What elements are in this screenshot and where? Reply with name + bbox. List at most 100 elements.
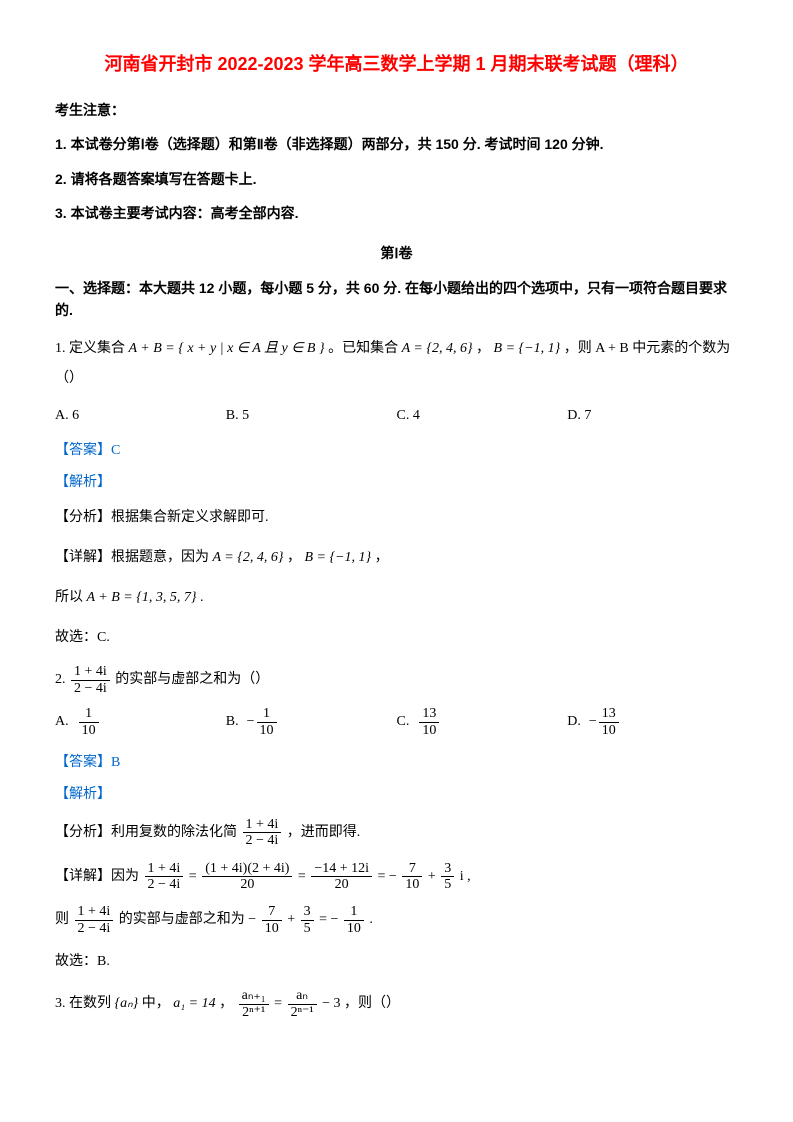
q2-analysis-label: 【解析】 (55, 784, 738, 806)
q2-opta-num: 1 (79, 706, 99, 722)
q2-d-f4: 7 10 (402, 861, 422, 893)
q2-d-n3: −14 + 12i (311, 861, 372, 877)
q3-f1-num: aₙ₊₁ (239, 988, 269, 1004)
q1-so-math: A + B = {1, 3, 5, 7} (87, 590, 197, 605)
q1-mid: 。已知集合 (328, 341, 398, 356)
notice-3: 3. 本试卷主要考试内容：高考全部内容. (55, 202, 738, 224)
q1-options: A. 6 B. 5 C. 4 D. 7 (55, 405, 738, 427)
q3-minus: − 3 (322, 996, 340, 1011)
q1-detail-math2: B = {−1, 1} (304, 550, 371, 565)
q2-eq3: = − (378, 869, 397, 884)
q2-d-n5: 3 (441, 861, 454, 877)
q2-d-f1: 1 + 4i 2 − 4i (145, 861, 184, 893)
q2-d-d1: 2 − 4i (145, 877, 184, 892)
q2-plus: + (428, 869, 436, 884)
q1-analysis-label: 【解析】 (55, 472, 738, 494)
q2-t-d4: 10 (344, 921, 364, 936)
q3-f2-num: aₙ (288, 988, 317, 1004)
q1-detail-suffix: ， (375, 550, 389, 565)
q3-f1: aₙ₊₁ 2ⁿ⁺¹ (239, 988, 269, 1020)
q2-option-c: C. 13 10 (397, 706, 568, 738)
q2-d-f2: (1 + 4i)(2 + 4i) 20 (202, 861, 292, 893)
q2-t-n3: 3 (301, 904, 314, 920)
q2-optd-neg: − (589, 711, 597, 733)
q2-optb-frac: 1 10 (257, 706, 277, 738)
q2-analysis1-frac: 1 + 4i 2 − 4i (243, 817, 282, 849)
q3-sep: ， (219, 996, 233, 1011)
question-2: 2. 1 + 4i 2 − 4i 的实部与虚部之和为（） (55, 664, 738, 696)
q2-eq2: = (298, 869, 306, 884)
q2-optb-den: 10 (257, 723, 277, 738)
q2-then: 则 1 + 4i 2 − 4i 的实部与虚部之和为 − 7 10 + 3 5 =… (55, 904, 738, 936)
q2-d-f5: 3 5 (441, 861, 454, 893)
part1-header: 第Ⅰ卷 (55, 242, 738, 264)
q2-t-d2: 10 (262, 921, 282, 936)
q2-opta-frac: 1 10 (79, 706, 99, 738)
q2-t-d1: 2 − 4i (75, 921, 114, 936)
q2-optc-den: 10 (419, 723, 439, 738)
q1-math3: B = {−1, 1} (494, 341, 561, 356)
q2-conclusion: 故选：B. (55, 948, 738, 976)
q3-eq: = (274, 996, 282, 1011)
q1-detail-math1: A = {2, 4, 6} (213, 550, 284, 565)
q2-optb-num: 1 (257, 706, 277, 722)
q2-then-prefix: 则 (55, 912, 69, 927)
q2-detail: 【详解】因为 1 + 4i 2 − 4i = (1 + 4i)(2 + 4i) … (55, 861, 738, 893)
q1-math2: A = {2, 4, 6} (402, 341, 473, 356)
notice-2: 2. 请将各题答案填写在答题卡上. (55, 168, 738, 190)
q1-conclusion: 故选：C. (55, 624, 738, 652)
q2-d-d3: 20 (311, 877, 372, 892)
q2-d-n1: 1 + 4i (145, 861, 184, 877)
q1-so-suffix: . (200, 590, 204, 605)
q3-math1: {aₙ} (115, 996, 139, 1011)
notice-header: 考生注意： (55, 99, 738, 121)
q2-opta-den: 10 (79, 723, 99, 738)
q2-prefix: 2. (55, 672, 69, 687)
q2-answer: 【答案】B (55, 752, 738, 774)
q2-t-n1: 1 + 4i (75, 904, 114, 920)
q2-d-n4: 7 (402, 861, 422, 877)
q1-option-a: A. 6 (55, 405, 226, 427)
q1-detail-sep: ， (287, 550, 301, 565)
question-3: 3. 在数列 {aₙ} 中， a₁ = 14 ， aₙ₊₁ 2ⁿ⁺¹ = aₙ … (55, 988, 738, 1020)
q3-f2-den: 2ⁿ⁻¹ (288, 1005, 317, 1020)
q2-detail-prefix: 【详解】因为 (55, 869, 139, 884)
q1-answer: 【答案】C (55, 440, 738, 462)
q2-t-plus: + (287, 912, 295, 927)
q1-detail-prefix: 【详解】根据题意，因为 (55, 550, 209, 565)
q3-suffix: ，则（） (344, 996, 400, 1011)
q2-t-n4: 1 (344, 904, 364, 920)
q2-optc-label: C. (397, 711, 410, 733)
q2-d-d4: 10 (402, 877, 422, 892)
q2-options: A. 1 10 B. − 1 10 C. 13 10 D. − 13 10 (55, 706, 738, 738)
q2-frac-den: 2 − 4i (71, 681, 110, 696)
q2-option-d: D. − 13 10 (567, 706, 738, 738)
q1-detail: 【详解】根据题意，因为 A = {2, 4, 6} ， B = {−1, 1} … (55, 544, 738, 572)
q2-d-d2: 20 (202, 877, 292, 892)
q1-option-d: D. 7 (567, 405, 738, 427)
q2-analysis1: 【分析】利用复数的除法化简 1 + 4i 2 − 4i ，进而即得. (55, 817, 738, 849)
q2-optd-frac: 13 10 (599, 706, 619, 738)
q2-frac-num: 1 + 4i (71, 664, 110, 680)
q2-t-f2: 7 10 (262, 904, 282, 936)
q2-d-suffix: i , (460, 869, 471, 884)
q2-optb-label: B. (226, 711, 239, 733)
q2-analysis1-den: 2 − 4i (243, 833, 282, 848)
q1-math1: A + B = { x + y | x ∈ A 且 y ∈ B } (129, 341, 325, 356)
q2-t-f1: 1 + 4i 2 − 4i (75, 904, 114, 936)
q1-prefix: 1. 定义集合 (55, 341, 125, 356)
q2-t-f4: 1 10 (344, 904, 364, 936)
q1-option-c: C. 4 (397, 405, 568, 427)
q1-sep: ， (476, 341, 490, 356)
q2-analysis1-suffix: ，进而即得. (287, 825, 361, 840)
q3-prefix: 3. 在数列 (55, 996, 111, 1011)
q3-mid1: 中， (142, 996, 170, 1011)
q1-so-prefix: 所以 (55, 590, 83, 605)
question-1: 1. 定义集合 A + B = { x + y | x ∈ A 且 y ∈ B … (55, 334, 738, 396)
q2-then-mid: 的实部与虚部之和为 − (119, 912, 256, 927)
q2-t-eq: = − (319, 912, 338, 927)
q2-option-a: A. 1 10 (55, 706, 226, 738)
q1-option-b: B. 5 (226, 405, 397, 427)
q2-eq1: = (189, 869, 197, 884)
q1-so: 所以 A + B = {1, 3, 5, 7} . (55, 584, 738, 612)
